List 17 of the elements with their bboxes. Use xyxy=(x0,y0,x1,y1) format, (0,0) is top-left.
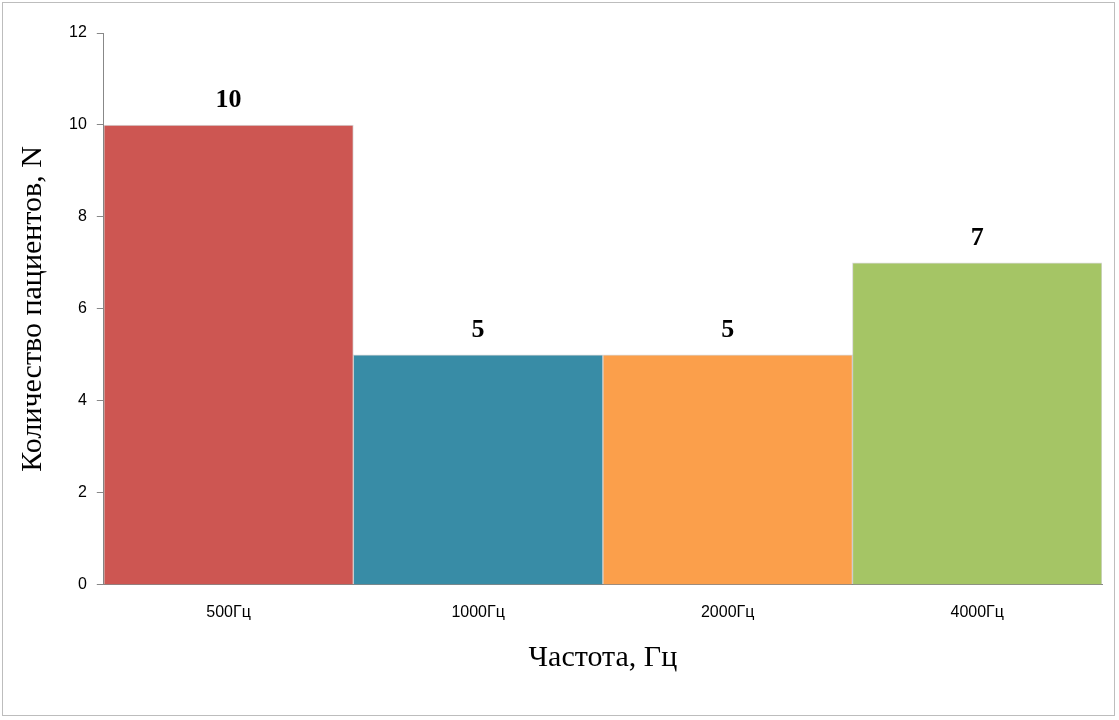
y-axis-title: Количество пациентов, N xyxy=(13,146,47,472)
y-tick-label: 0 xyxy=(77,575,87,593)
data-label: 5 xyxy=(721,313,735,343)
x-tick-label: 500Гц xyxy=(206,602,251,620)
data-label: 10 xyxy=(215,83,242,113)
data-label: 5 xyxy=(471,313,485,343)
x-tick-label: 1000Гц xyxy=(451,602,505,620)
y-tick-label: 10 xyxy=(69,115,87,133)
y-tick-label: 8 xyxy=(77,207,87,225)
y-tick-label: 6 xyxy=(77,299,87,317)
x-tick-label: 4000Гц xyxy=(950,602,1004,620)
y-tick-label: 12 xyxy=(69,23,87,41)
x-tick-label: 2000Гц xyxy=(700,602,755,620)
y-tick-label: 4 xyxy=(77,391,87,409)
x-axis-title: Частота, Гц xyxy=(528,638,678,672)
data-label: 7 xyxy=(970,221,984,251)
y-tick-label: 2 xyxy=(77,483,87,501)
